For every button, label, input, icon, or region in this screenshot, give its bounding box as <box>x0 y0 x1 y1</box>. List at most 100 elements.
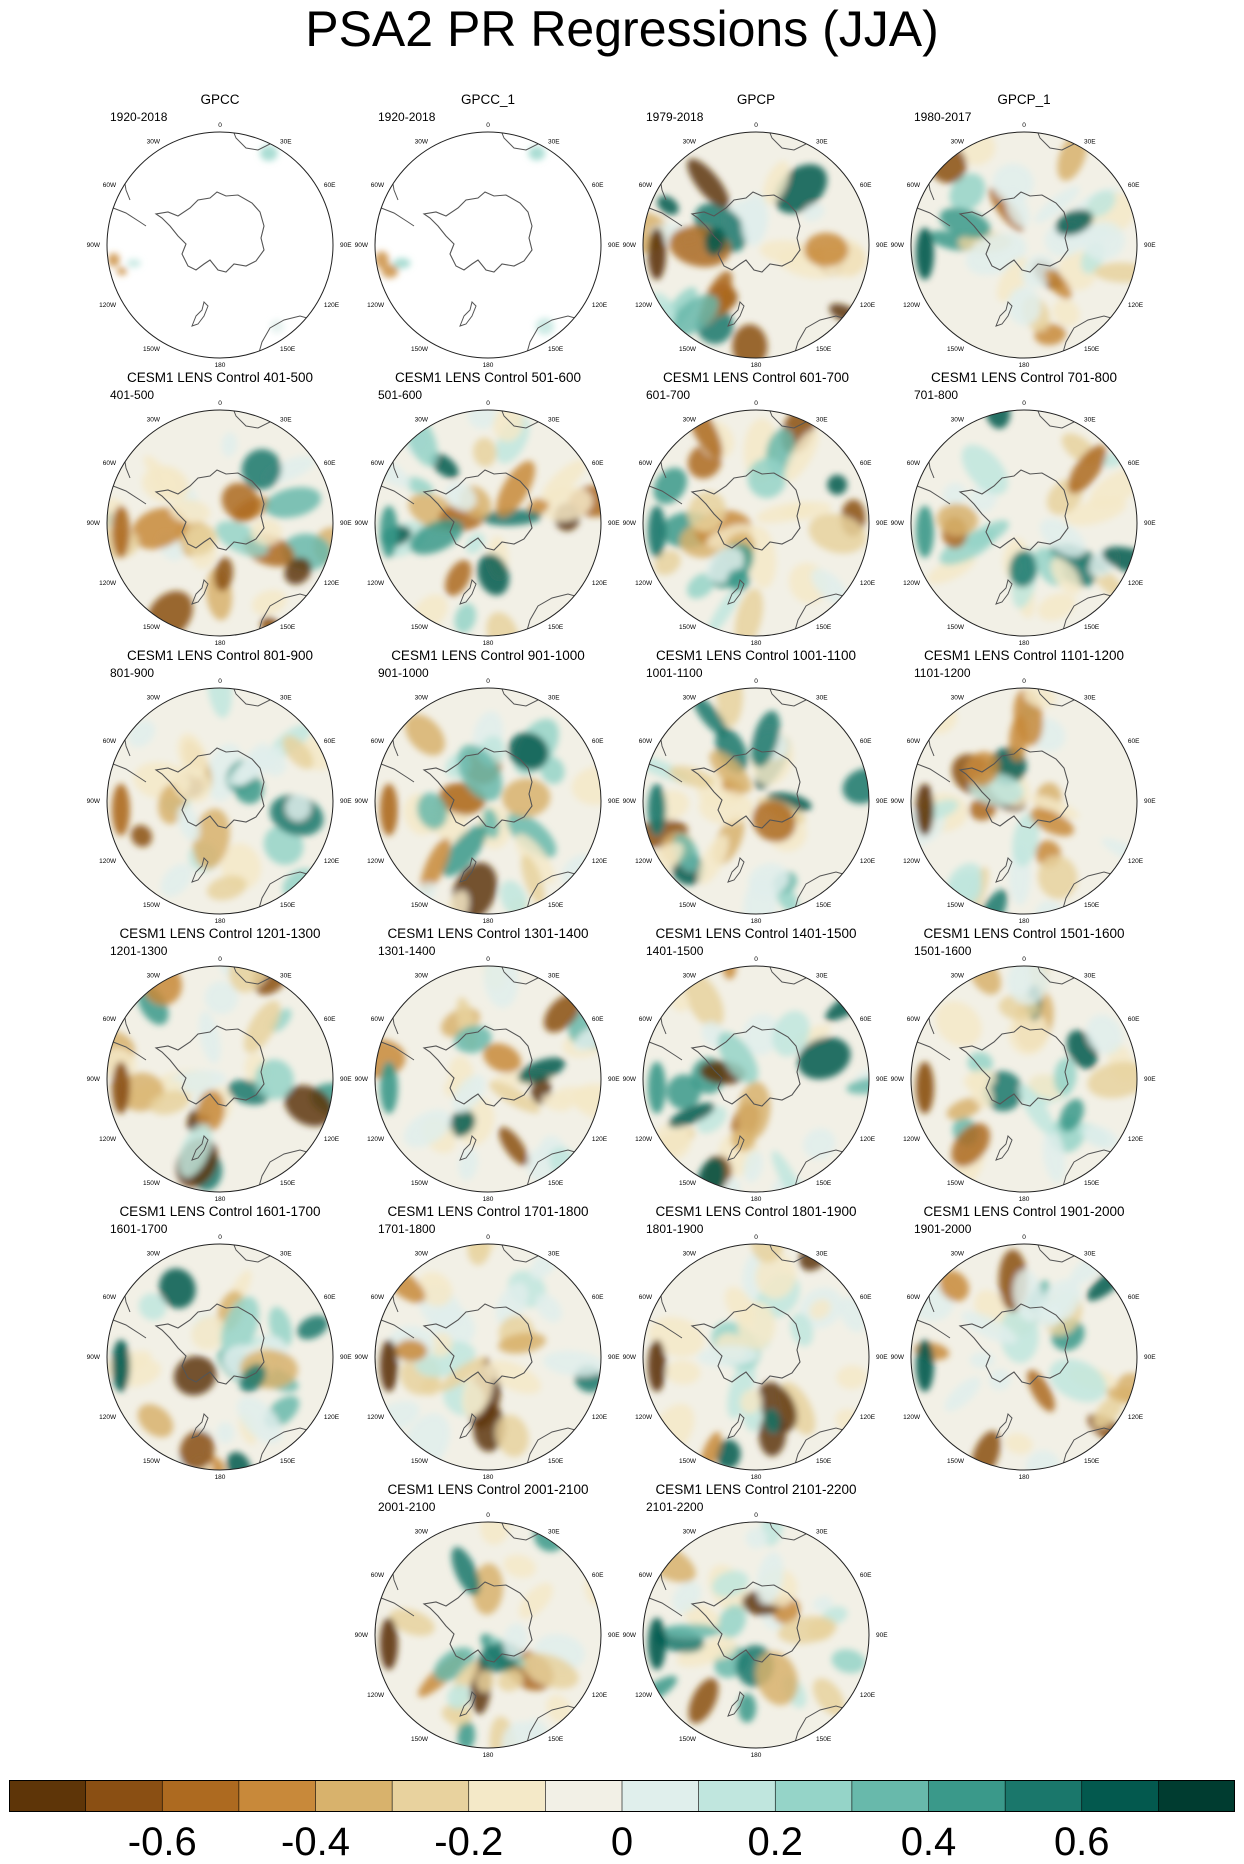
longitude-label: 120W <box>99 302 117 309</box>
anomaly-blob <box>670 294 720 336</box>
panel-period: 1980-2017 <box>914 110 972 124</box>
polar-map: 0 30E 60E 90E 120E 150E 180 150W 120W 90W 60W 30W <box>623 1512 889 1759</box>
longitude-label: 30W <box>683 972 697 979</box>
longitude-label: 150E <box>548 346 564 353</box>
antarctica-coastline <box>422 1581 533 1663</box>
longitude-label: 60E <box>1128 182 1140 189</box>
longitude-label: 180 <box>1019 1196 1030 1203</box>
longitude-label: 30E <box>280 138 292 145</box>
anomaly-blob <box>808 513 867 554</box>
longitude-label: 90E <box>1144 798 1156 805</box>
longitude-label: 180 <box>751 640 762 647</box>
longitude-label: 120E <box>860 1414 876 1421</box>
longitude-label: 60E <box>592 1572 604 1579</box>
longitude-label: 150E <box>1084 902 1100 909</box>
longitude-label: 30W <box>415 138 429 145</box>
anomaly-blob <box>1007 966 1049 1005</box>
longitude-label: 30E <box>1084 972 1096 979</box>
panel-title: CESM1 LENS Control 1201-1300 <box>119 926 321 941</box>
colorbar-segment <box>315 1780 393 1812</box>
map-border <box>642 1521 870 1749</box>
anomaly-blob <box>965 751 1000 787</box>
longitude-label: 60E <box>1128 1294 1140 1301</box>
anomaly-blob <box>647 1061 666 1114</box>
longitude-label: 150W <box>411 1458 429 1465</box>
anomaly-blob <box>743 1150 763 1183</box>
polar-map: 0 30E 60E 90E 120E 150E 180 150W 120W 90W 60W 30W <box>355 400 621 647</box>
longitude-label: 180 <box>751 1474 762 1481</box>
panel-title: CESM1 LENS Control 1501-1600 <box>923 926 1125 941</box>
anomaly-blob <box>477 553 510 596</box>
longitude-label: 150E <box>280 902 296 909</box>
anomaly-blob <box>518 1583 553 1619</box>
anomaly-blob <box>762 160 790 205</box>
anomaly-field <box>379 1522 601 1748</box>
panel-period: 1901-2000 <box>914 1222 972 1236</box>
map-panel: CESM1 LENS Control 1901-2000 1901-2000 0 30… <box>890 1204 1158 1482</box>
anomaly-blob <box>498 1332 546 1354</box>
map-panel: CESM1 LENS Control 2101-2200 2101-2200 0 30… <box>622 1482 890 1760</box>
longitude-label: 120E <box>592 1136 608 1143</box>
longitude-label: 60W <box>371 1294 385 1301</box>
anomaly-field <box>915 132 1137 346</box>
anomaly-blob <box>969 1351 995 1369</box>
polar-map: 0 30E 60E 90E 120E 150E 180 150W 120W 90W 60W 30W <box>891 678 1157 925</box>
anomaly-blob <box>111 783 130 836</box>
map-panel: GPCP_1 1980-2017 0 30E 60E 90E 120E 150E 180 150W… <box>890 92 1158 370</box>
colorbar-tick-label: 0 <box>610 1820 634 1864</box>
longitude-label: 150W <box>947 1458 965 1465</box>
longitude-label: 120W <box>635 302 653 309</box>
colorbar-segment <box>698 1780 777 1812</box>
longitude-label: 0 <box>754 956 758 963</box>
map-panel: GPCP 1979-2018 0 30E 60E 90E 120E 150E 180 150W 12… <box>622 92 890 370</box>
longitude-label: 0 <box>486 678 490 685</box>
anomaly-blob <box>389 1608 435 1636</box>
panel-title: CESM1 LENS Control 701-800 <box>930 370 1118 385</box>
map-border <box>374 965 602 1193</box>
new-zealand-coastline <box>191 301 209 327</box>
longitude-label: 30W <box>683 694 697 701</box>
colorbar-segment <box>85 1780 164 1812</box>
anomaly-blob <box>541 1093 572 1112</box>
longitude-label: 30W <box>951 972 965 979</box>
longitude-label: 60W <box>639 182 653 189</box>
longitude-label: 60E <box>860 1294 872 1301</box>
longitude-label: 30W <box>683 138 697 145</box>
longitude-label: 0 <box>1022 122 1026 129</box>
colorbar-segment <box>621 1780 700 1812</box>
longitude-label: 120E <box>592 858 608 865</box>
panel-period: 2001-2100 <box>378 1500 436 1514</box>
anomaly-blob <box>482 808 500 839</box>
longitude-label: 120E <box>1128 858 1144 865</box>
longitude-label: 90W <box>623 1354 637 1361</box>
anomaly-blob <box>196 1089 225 1132</box>
longitude-label: 60W <box>907 460 921 467</box>
longitude-label: 30W <box>951 138 965 145</box>
colorbar-tick-label: -0.4 <box>281 1820 350 1864</box>
polar-map: 0 30E 60E 90E 120E 150E 180 150W 120W 90W 60W 30W <box>87 678 353 925</box>
anomaly-blob <box>842 768 869 804</box>
anomaly-blob <box>668 1102 715 1128</box>
longitude-label: 120E <box>860 1136 876 1143</box>
anomaly-blob <box>237 1396 283 1444</box>
antarctica-coastline <box>690 1581 801 1663</box>
longitude-label: 120E <box>324 302 340 309</box>
anomaly-blob <box>503 1554 537 1578</box>
colorbar-frame <box>9 1780 1235 1812</box>
colorbar-segment <box>774 1780 853 1812</box>
anomaly-blob <box>647 1617 666 1670</box>
new-zealand-coastline <box>727 1135 745 1161</box>
colorbar-segment <box>238 1780 317 1812</box>
longitude-label: 90E <box>608 1076 620 1083</box>
map-panel: CESM1 LENS Control 1501-1600 1501-1600 0 30… <box>890 926 1158 1204</box>
anomaly-blob <box>229 966 273 993</box>
longitude-label: 150E <box>548 624 564 631</box>
longitude-label: 180 <box>483 918 494 925</box>
longitude-label: 60W <box>103 738 117 745</box>
longitude-label: 150E <box>816 624 832 631</box>
panel-period: 1920-2018 <box>378 110 436 124</box>
longitude-label: 90E <box>1144 1076 1156 1083</box>
map-panel: CESM1 LENS Control 901-1000 901-1000 0 30E 6… <box>354 648 622 926</box>
antarctica-coastline <box>690 747 801 829</box>
antarctica-coastline <box>958 469 1069 551</box>
